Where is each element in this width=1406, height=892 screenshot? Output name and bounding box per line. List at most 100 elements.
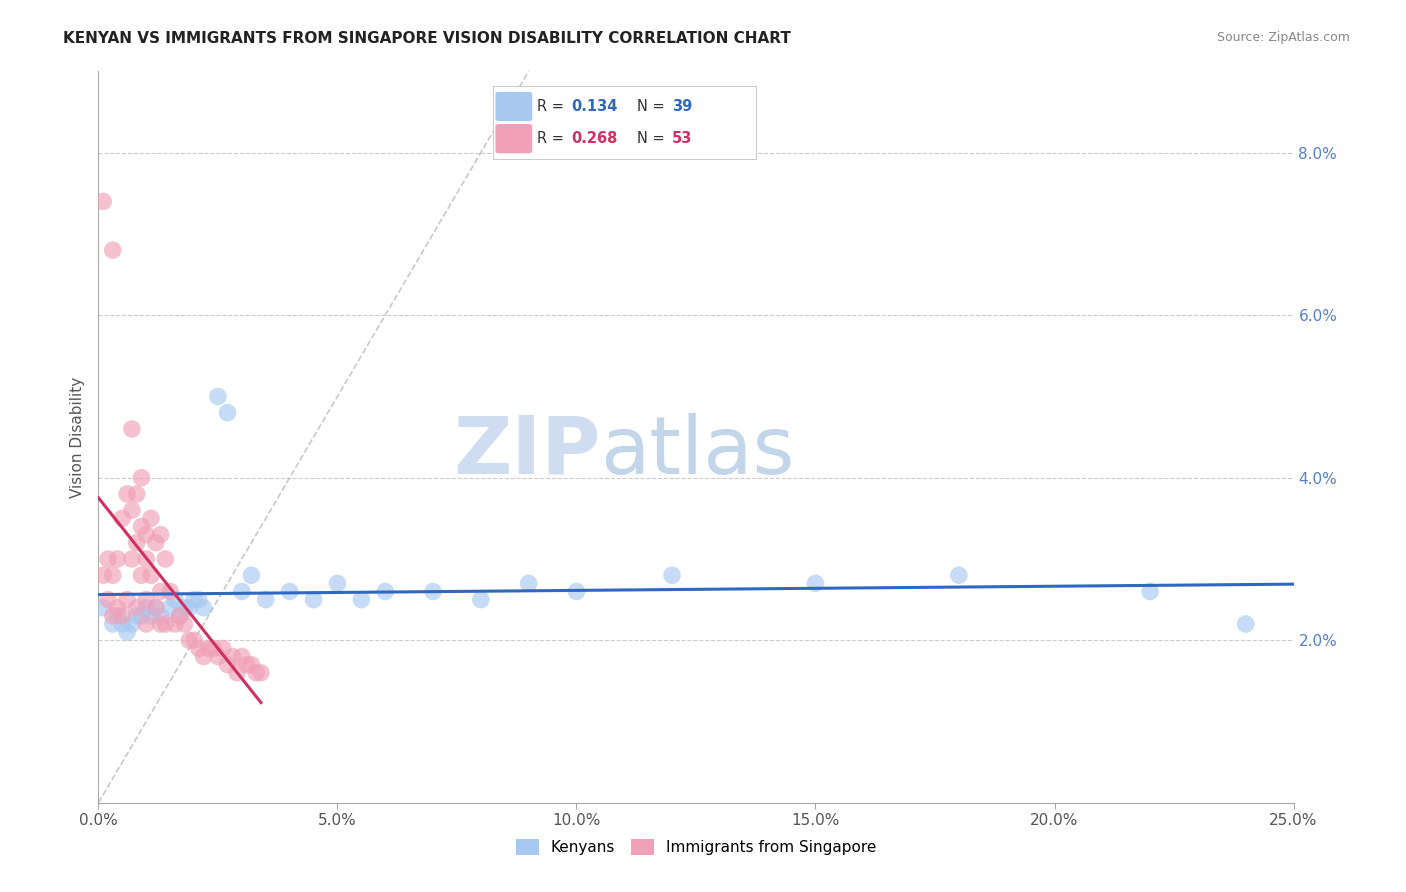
Point — [231, 649, 253, 664]
Point — [131, 519, 153, 533]
Point — [107, 552, 129, 566]
Point — [517, 576, 540, 591]
Point — [197, 641, 219, 656]
Point — [145, 535, 167, 549]
Point — [111, 617, 134, 632]
Point — [804, 576, 827, 591]
Text: atlas: atlas — [600, 413, 794, 491]
Point — [240, 568, 263, 582]
Point — [193, 649, 215, 664]
Point — [217, 406, 239, 420]
Point — [254, 592, 277, 607]
Point — [91, 568, 114, 582]
Point — [97, 552, 120, 566]
Point — [149, 617, 172, 632]
Point — [350, 592, 373, 607]
Point — [278, 584, 301, 599]
Point — [97, 592, 120, 607]
Point — [374, 584, 396, 599]
Point — [125, 608, 148, 623]
Point — [91, 194, 114, 209]
Point — [111, 608, 134, 623]
Point — [145, 600, 167, 615]
Point — [121, 552, 143, 566]
Point — [91, 600, 114, 615]
Point — [235, 657, 257, 672]
Point — [302, 592, 325, 607]
Point — [139, 511, 162, 525]
Point — [217, 657, 239, 672]
Point — [121, 617, 143, 632]
Point — [163, 592, 186, 607]
Point — [565, 584, 588, 599]
Point — [135, 617, 157, 632]
Point — [139, 608, 162, 623]
Point — [149, 584, 172, 599]
Point — [101, 608, 124, 623]
Point — [155, 617, 177, 632]
Point — [163, 617, 186, 632]
Point — [187, 641, 209, 656]
Text: ZIP: ZIP — [453, 413, 600, 491]
Point — [131, 471, 153, 485]
Point — [1139, 584, 1161, 599]
Point — [155, 552, 177, 566]
Point — [159, 600, 181, 615]
Point — [115, 592, 138, 607]
Point — [1234, 617, 1257, 632]
Point — [173, 617, 195, 632]
Point — [115, 625, 138, 640]
Point — [135, 600, 157, 615]
Point — [193, 600, 215, 615]
Point — [187, 592, 209, 607]
Point — [131, 568, 153, 582]
Point — [111, 511, 134, 525]
Point — [231, 584, 253, 599]
Point — [422, 584, 444, 599]
Point — [159, 584, 181, 599]
Point — [139, 568, 162, 582]
Point — [183, 633, 205, 648]
Point — [169, 608, 191, 623]
Point — [121, 422, 143, 436]
Point — [107, 600, 129, 615]
Point — [145, 600, 167, 615]
Point — [173, 600, 195, 615]
Point — [207, 389, 229, 403]
Point — [125, 535, 148, 549]
Point — [250, 665, 273, 680]
Point — [211, 641, 233, 656]
Point — [948, 568, 970, 582]
Point — [470, 592, 492, 607]
Point — [135, 552, 157, 566]
Point — [661, 568, 683, 582]
Text: Source: ZipAtlas.com: Source: ZipAtlas.com — [1216, 31, 1350, 45]
Point — [202, 641, 225, 656]
Point — [179, 633, 201, 648]
Point — [245, 665, 267, 680]
Point — [101, 243, 124, 257]
Point — [149, 527, 172, 541]
Point — [107, 608, 129, 623]
Point — [169, 608, 191, 623]
Y-axis label: Vision Disability: Vision Disability — [69, 376, 84, 498]
Point — [125, 487, 148, 501]
Point — [207, 649, 229, 664]
Point — [115, 487, 138, 501]
Legend: Kenyans, Immigrants from Singapore: Kenyans, Immigrants from Singapore — [510, 833, 882, 861]
Point — [101, 568, 124, 582]
Point — [135, 592, 157, 607]
Point — [125, 600, 148, 615]
Point — [226, 665, 249, 680]
Point — [179, 600, 201, 615]
Point — [221, 649, 243, 664]
Text: KENYAN VS IMMIGRANTS FROM SINGAPORE VISION DISABILITY CORRELATION CHART: KENYAN VS IMMIGRANTS FROM SINGAPORE VISI… — [63, 31, 792, 46]
Point — [149, 608, 172, 623]
Point — [135, 527, 157, 541]
Point — [240, 657, 263, 672]
Point — [101, 617, 124, 632]
Point — [183, 592, 205, 607]
Point — [121, 503, 143, 517]
Point — [131, 608, 153, 623]
Point — [326, 576, 349, 591]
